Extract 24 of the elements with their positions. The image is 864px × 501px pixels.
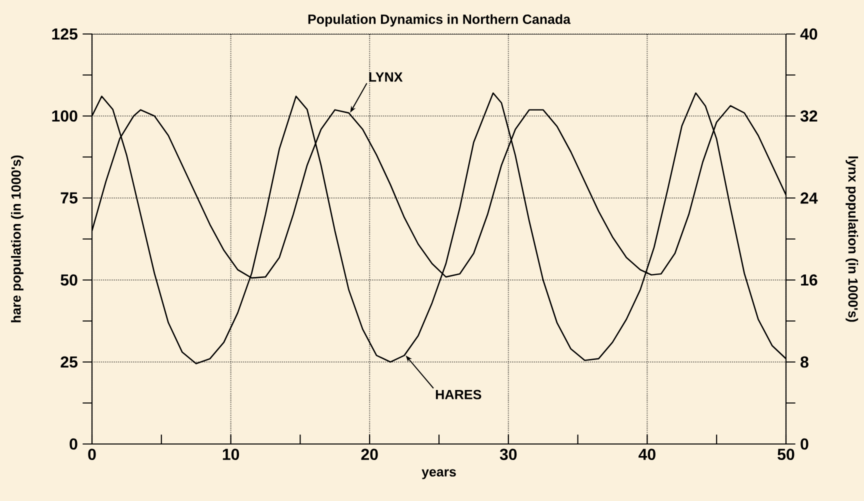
x-axis-title: years — [422, 469, 456, 480]
x-tick-label: 10 — [222, 448, 240, 460]
x-tick-label: 20 — [361, 448, 378, 460]
y2-tick-label: 16 — [801, 274, 818, 286]
y2-tick-label: 8 — [800, 356, 808, 368]
annotation: LYNX — [369, 72, 403, 82]
chart-title: Population Dynamics in Northern Canada — [308, 14, 571, 27]
x-tick-label: 30 — [500, 448, 517, 460]
y-tick-label: 75 — [60, 192, 78, 204]
y2-tick-label: 24 — [800, 192, 818, 204]
y2-tick-label: 32 — [800, 110, 818, 122]
y-tick-label: 25 — [60, 356, 78, 368]
x-tick-label: 0 — [88, 448, 96, 460]
x-tick-label: 50 — [778, 448, 794, 460]
y2-axis-title: lynx population (in 1000's) — [846, 156, 858, 322]
annotation: HARES — [436, 390, 482, 400]
y-tick-label: 50 — [60, 274, 78, 286]
x-tick-label: 40 — [638, 448, 656, 460]
y-tick-label: 100 — [52, 110, 78, 122]
y-axis-title: hare population (in 1000's) — [11, 155, 24, 322]
y2-tick-label: 0 — [800, 438, 808, 450]
y-tick-label: 0 — [70, 438, 78, 450]
y2-tick-label: 40 — [800, 28, 818, 40]
y-tick-label: 125 — [52, 28, 78, 40]
